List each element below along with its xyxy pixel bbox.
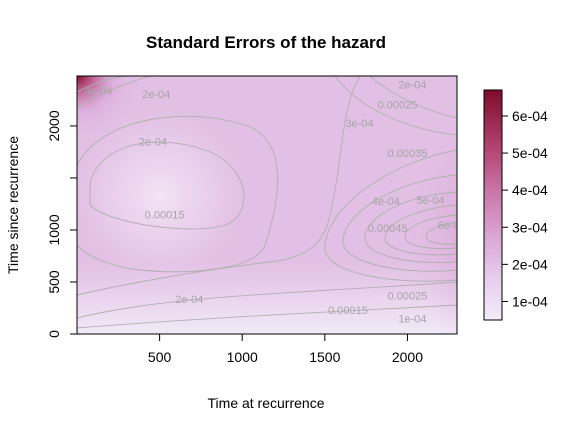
colorbar-ticks: 1e-04 2e-04 3e-04 4e-04 5e-04 6e-04 [502,108,548,309]
plot-frame [76,75,458,335]
contour-label: 3e-04 [345,118,373,130]
x-axis: 500 1000 1500 2000 [148,334,423,365]
y-tick-label: 500 [46,270,62,294]
x-tick-label: 500 [148,349,172,365]
contour-line [334,76,457,136]
contour-label: 0.00025 [378,99,418,111]
x-tick-label: 1500 [309,349,340,365]
contour-lines [77,76,457,329]
chart-title: Standard Errors of the hazard [146,33,386,52]
y-tick-label: 1000 [46,214,62,245]
contour-label: 2e-04 [142,89,170,101]
contour-label: 0.00045 [368,223,408,235]
contour-line [89,141,245,230]
contour-line [77,115,279,273]
contour-label: 0.00025 [388,291,428,303]
contour-line [425,221,457,245]
colorbar-tick-label: 1e-04 [512,293,548,309]
contour-label: 4e-04 [84,86,112,98]
contour-line [324,149,457,282]
plot-area: 4e-04 2e-04 2e-04 0.00015 2e-04 0.00015 1e-04 2… [77,76,466,334]
contour-line [384,204,457,256]
colorbar-tick-label: 4e-04 [512,182,548,198]
colorbar: 1e-04 2e-04 3e-04 4e-04 5e-04 6e-04 [483,89,548,321]
contour-labels: 4e-04 2e-04 2e-04 0.00015 2e-04 0.00015 1e-04 2… [84,79,466,326]
contour-line [342,174,457,272]
contour-label: 1e-04 [398,314,426,326]
colorbar-tick-label: 3e-04 [512,219,548,235]
y-tick-label: 0 [46,330,62,338]
contour-label: 2e-04 [139,137,167,149]
y-axis-label: Time since recurrence [5,136,21,274]
y-tick-label: 2000 [46,110,62,141]
contour-line [77,76,151,109]
colorbar-tick-label: 5e-04 [512,145,548,161]
contour-line [77,281,457,319]
contour-line [77,76,361,296]
contour-label: 2e-04 [398,79,426,91]
contour-label: 0.00015 [328,305,368,317]
x-axis-label: Time at recurrence [208,395,325,411]
contour-line [404,214,457,249]
colorbar-tick-label: 6e-04 [512,108,548,124]
x-tick-label: 2000 [392,349,423,365]
contour-label: 6e-04 [438,220,466,232]
colorbar-tick-label: 2e-04 [512,256,548,272]
x-tick-label: 1000 [227,349,258,365]
contour-label: 5e-04 [416,195,444,207]
contour-line [77,304,457,329]
contour-label: 4e-04 [372,196,400,208]
colorbar-gradient [483,89,503,321]
contour-line [369,76,457,119]
y-axis: 0 500 1000 2000 [46,110,77,338]
contour-line [77,76,126,93]
contour-label: 2e-04 [175,294,203,306]
contour-label: 0.00015 [145,210,185,222]
contour-label: 0.00035 [388,148,428,160]
contour-line [364,191,457,264]
